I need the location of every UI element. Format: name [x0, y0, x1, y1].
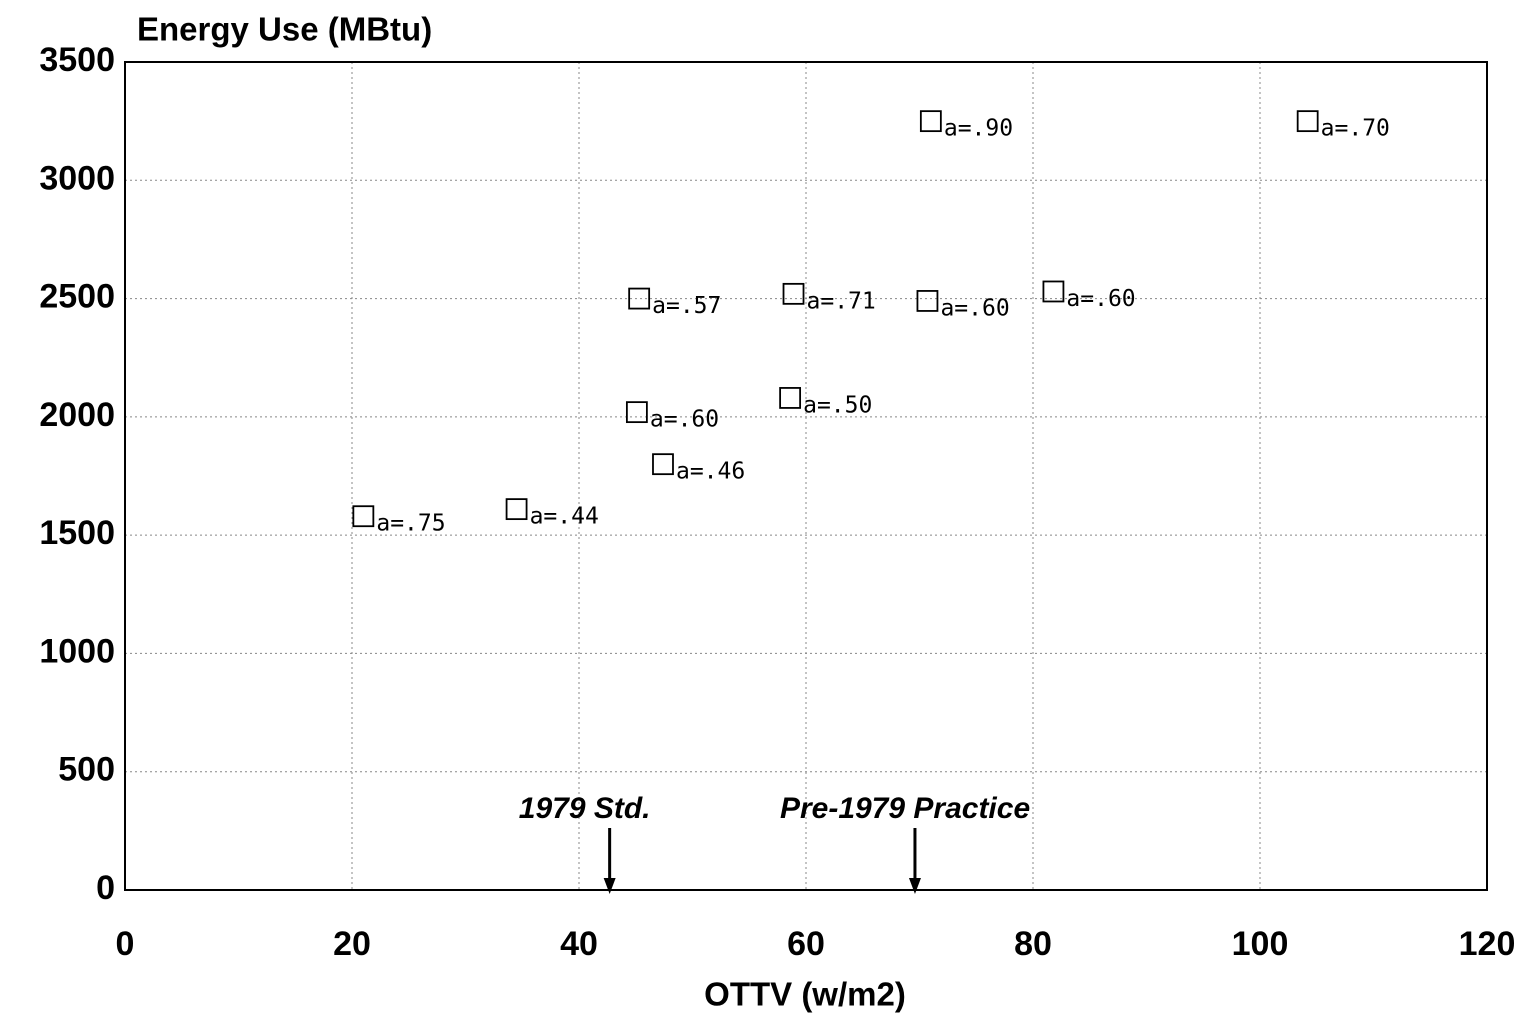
x-tick-label: 20 — [333, 925, 371, 963]
arrow-head — [908, 878, 921, 894]
marker — [628, 287, 651, 310]
x-tick-label: 120 — [1459, 925, 1516, 963]
x-tick-label: 0 — [116, 925, 135, 963]
marker — [652, 453, 674, 476]
point-label: a=.46 — [676, 459, 745, 485]
y-tick-label: 1500 — [39, 514, 115, 552]
y-tick-label: 0 — [96, 869, 115, 907]
y-axis-title: Energy Use (MBtu) — [137, 11, 432, 48]
point-label: a=.90 — [944, 116, 1013, 142]
marker — [1296, 110, 1319, 133]
point-label: a=.60 — [940, 295, 1009, 321]
arrow-head — [603, 878, 616, 894]
x-tick-label: 80 — [1014, 925, 1052, 963]
x-tick-label: 60 — [787, 925, 825, 963]
y-tick-label: 3000 — [39, 159, 115, 197]
marker — [352, 505, 375, 528]
annotation: 1979 Std. — [519, 792, 651, 825]
point-label: a=.44 — [530, 504, 599, 530]
marker — [919, 110, 942, 133]
point-label: a=.75 — [376, 511, 445, 537]
annotation: Pre-1979 Practice — [780, 792, 1030, 825]
marker — [782, 282, 805, 305]
point-label: a=.60 — [1066, 286, 1135, 312]
marker — [505, 498, 528, 521]
x-tick-label: 100 — [1232, 925, 1289, 963]
point-label: a=.50 — [803, 392, 872, 418]
y-tick-label: 1000 — [39, 632, 115, 670]
marker — [625, 401, 648, 424]
x-tick-label: 40 — [560, 925, 598, 963]
y-tick-label: 2000 — [39, 396, 115, 434]
point-label: a=.60 — [650, 407, 719, 433]
y-tick-label: 500 — [58, 751, 115, 789]
point-label: a=.70 — [1321, 116, 1390, 142]
marker — [1042, 280, 1065, 303]
point-label: a=.57 — [652, 293, 721, 319]
plot-frame — [124, 61, 1488, 891]
marker — [779, 387, 802, 409]
point-label: a=.71 — [807, 288, 876, 314]
x-axis-title: OTTV (w/m2) — [704, 976, 906, 1013]
y-tick-label: 2500 — [39, 278, 115, 316]
marker — [916, 290, 939, 312]
y-tick-label: 3500 — [39, 41, 115, 79]
